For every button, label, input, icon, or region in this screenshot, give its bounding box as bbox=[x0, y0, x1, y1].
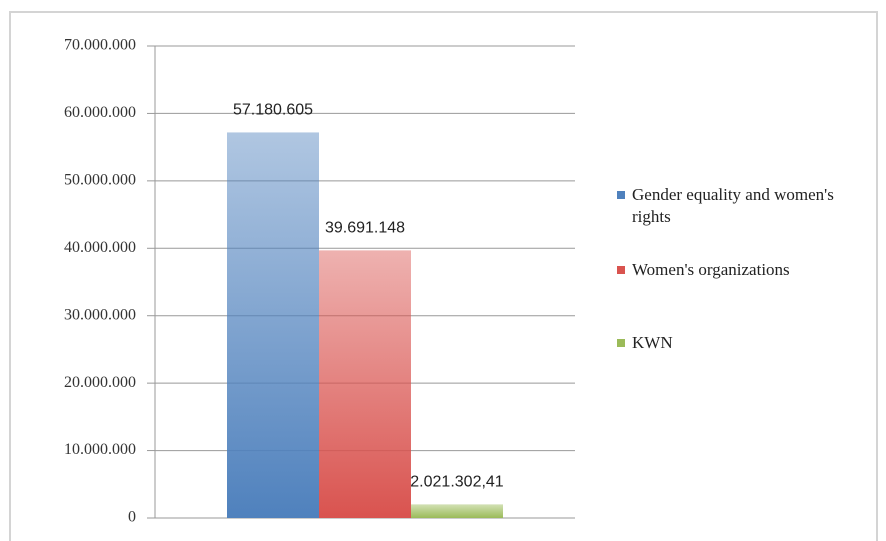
bar bbox=[411, 504, 503, 518]
legend-swatch bbox=[617, 339, 625, 347]
y-tick-label: 60.000.000 bbox=[64, 104, 136, 121]
y-tick-label: 20.000.000 bbox=[64, 374, 136, 391]
legend-label: KWN bbox=[632, 333, 673, 352]
y-tick-label: 10.000.000 bbox=[64, 441, 136, 458]
y-tick-label: 50.000.000 bbox=[64, 172, 136, 189]
y-tick-label: 0 bbox=[128, 509, 136, 526]
value-label: 2.021.302,41 bbox=[410, 474, 504, 491]
legend-swatch bbox=[617, 266, 625, 274]
legend-label: Women's organizations bbox=[632, 260, 790, 279]
legend-label: Gender equality and women's rights bbox=[632, 185, 834, 226]
value-label: 39.691.148 bbox=[325, 220, 405, 237]
y-tick-label: 40.000.000 bbox=[64, 239, 136, 256]
chart-frame bbox=[9, 11, 878, 541]
value-label: 57.180.605 bbox=[233, 102, 313, 119]
bar bbox=[319, 250, 411, 518]
y-tick-label: 30.000.000 bbox=[64, 306, 136, 323]
bar bbox=[227, 132, 319, 519]
y-tick-label: 70.000.000 bbox=[64, 37, 136, 54]
legend-swatch bbox=[617, 191, 625, 199]
